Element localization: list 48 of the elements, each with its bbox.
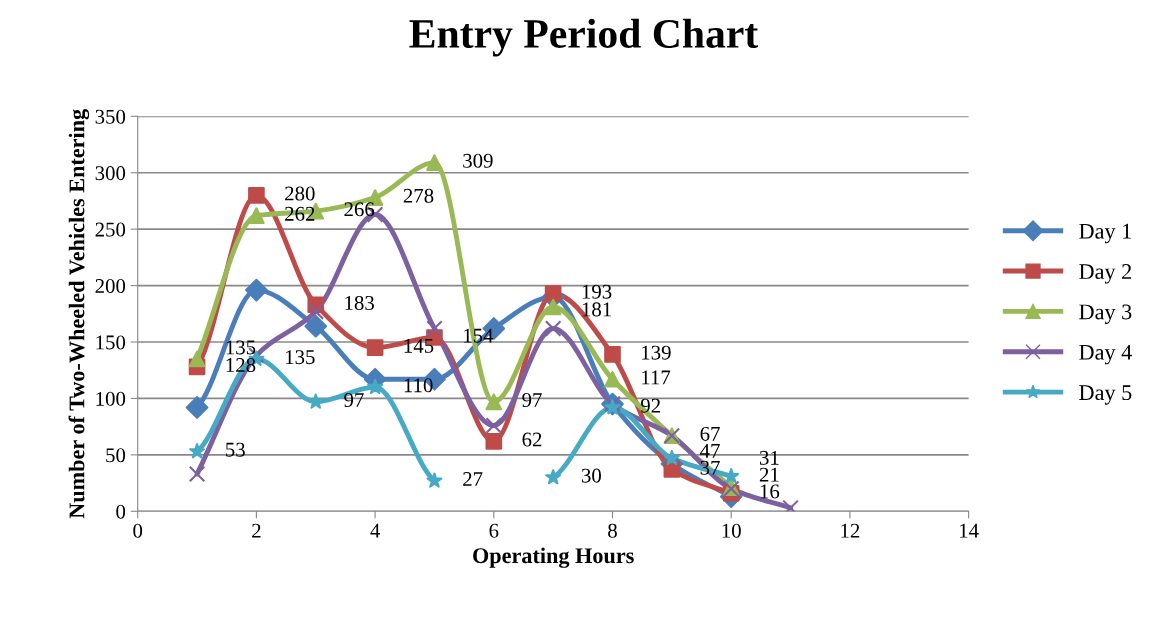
x-axis-title: Operating Hours	[473, 547, 634, 568]
legend-label: Day 5	[1079, 385, 1132, 405]
y-tick-label: 200	[95, 278, 126, 294]
legend-label: Day 1	[1079, 223, 1131, 244]
data-label: 30	[581, 468, 601, 483]
data-label: 92	[640, 398, 660, 413]
x-tick-label: 8	[608, 523, 617, 538]
legend-label: Day 2	[1079, 264, 1132, 284]
data-label: 193	[582, 284, 612, 299]
x-tick-label: 14	[960, 523, 979, 538]
data-label: 97	[522, 393, 542, 408]
data-label: 47	[700, 443, 720, 458]
data-label: 62	[522, 432, 542, 447]
legend-label: Day 3	[1079, 304, 1132, 324]
data-label: 117	[642, 370, 671, 385]
y-tick-label: 250	[95, 222, 126, 237]
data-label: 139	[642, 345, 671, 360]
data-label: 110	[404, 378, 433, 393]
x-tick-label: 2	[252, 523, 261, 538]
y-axis-title: Number of Two-Wheeled Vehicles Entering	[68, 109, 90, 519]
x-tick-label: 10	[722, 523, 741, 538]
data-label: 183	[345, 295, 374, 310]
data-label: 27	[463, 472, 483, 486]
data-label: 135	[226, 340, 256, 355]
y-tick-label: 0	[116, 504, 126, 519]
data-label: 16	[760, 484, 780, 499]
chart-title: Entry Period Chart	[409, 18, 759, 57]
data-label: 97	[344, 393, 364, 408]
y-tick-label: 50	[106, 448, 126, 463]
data-label: 31	[759, 450, 779, 465]
data-label: 21	[759, 467, 779, 482]
data-label: 280	[285, 186, 315, 201]
data-label: 67	[700, 426, 720, 441]
data-label: 278	[403, 188, 434, 203]
x-tick-label: 4	[370, 523, 380, 538]
x-tick-label: 12	[841, 523, 860, 538]
x-tick-label: 0	[133, 523, 143, 538]
data-label: 181	[582, 302, 611, 317]
x-tick-label: 6	[489, 523, 499, 538]
data-label: 309	[463, 153, 493, 168]
data-label: 135	[286, 350, 315, 365]
y-tick-label: 100	[96, 391, 126, 406]
y-tick-label: 350	[95, 109, 126, 124]
y-tick-label: 300	[95, 166, 126, 181]
legend-label: Day 4	[1079, 344, 1132, 365]
data-label: 53	[226, 442, 245, 457]
data-label: 145	[404, 338, 434, 353]
y-tick-label: 150	[96, 335, 126, 350]
